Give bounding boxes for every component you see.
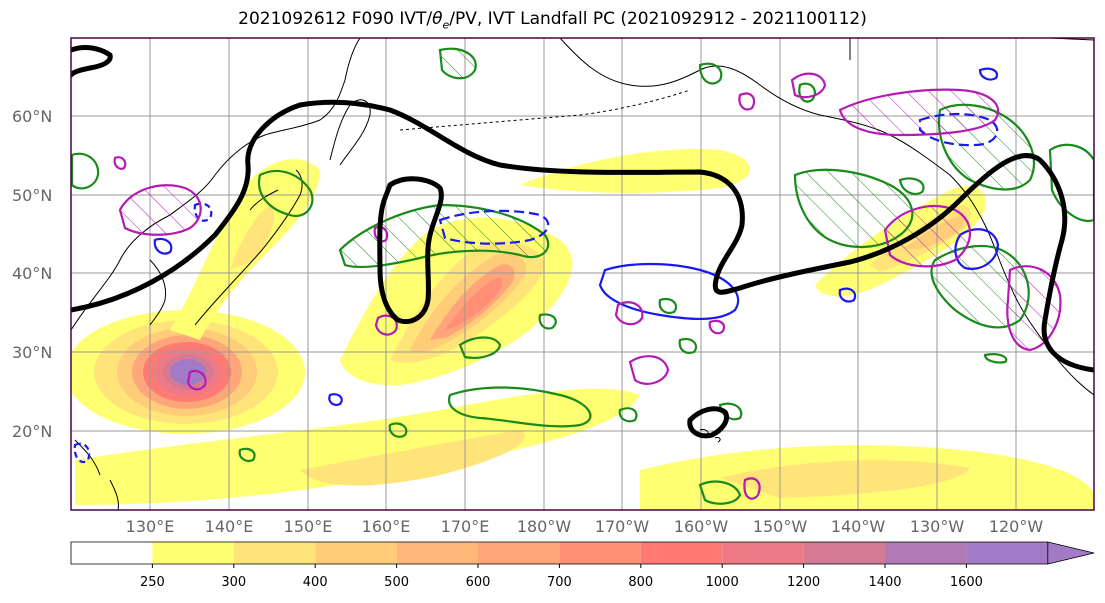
lat-label: 30°N	[12, 343, 52, 362]
lon-label: 130°E	[126, 517, 175, 536]
cb-swatch-4	[396, 542, 478, 564]
cb-tick-label: 500	[384, 575, 409, 590]
cb-tick-label: 1200	[787, 575, 820, 590]
cb-tick-label: 1000	[706, 575, 739, 590]
cb-swatch-1	[152, 542, 234, 564]
cb-tick-label: 700	[547, 575, 572, 590]
lon-label: 160°W	[674, 517, 729, 536]
cb-extend-arrow	[1047, 541, 1095, 565]
cb-swatch-11	[966, 542, 1048, 564]
cb-swatch-0	[71, 542, 153, 564]
black-contours	[71, 45, 1094, 439]
cb-swatch-7	[640, 542, 723, 564]
cb-swatch-6	[559, 542, 641, 564]
lon-label: 180°W	[517, 517, 572, 536]
lon-labels: 130°E 140°E 150°E 160°E 170°E 180°W 170°…	[126, 517, 1044, 536]
lon-label: 130°W	[910, 517, 965, 536]
cb-swatch-8	[722, 542, 804, 564]
lon-label: 140°E	[205, 517, 254, 536]
lon-label: 120°W	[989, 517, 1044, 536]
lat-label: 60°N	[12, 107, 52, 126]
lon-label: 160°E	[362, 517, 411, 536]
colorbar: 250 300 400 500 600 700 800 1000 1200 14…	[70, 541, 1095, 590]
cb-swatch-5	[478, 542, 560, 564]
lon-label: 150°W	[753, 517, 808, 536]
cb-swatch-2	[233, 542, 316, 564]
lon-label: 170°E	[441, 517, 490, 536]
cb-tick-label: 1600	[950, 575, 983, 590]
lon-label: 140°W	[831, 517, 886, 536]
cb-swatch-3	[315, 542, 397, 564]
lat-label: 20°N	[12, 422, 52, 441]
cb-tick-label: 300	[221, 575, 246, 590]
lon-label: 150°E	[284, 517, 333, 536]
map-title: 2021092612 F090 IVT/θe/PV, IVT Landfall …	[238, 9, 867, 32]
magenta-contours	[113, 72, 1062, 500]
lat-label: 50°N	[12, 186, 52, 205]
cb-tick-label: 800	[628, 575, 653, 590]
cb-swatch-10	[885, 542, 967, 564]
cb-swatch-9	[803, 542, 885, 564]
cb-tick-label: 400	[303, 575, 328, 590]
cb-tick-label: 1400	[868, 575, 901, 590]
map-frame	[70, 37, 1095, 511]
lat-label: 40°N	[12, 264, 52, 283]
lon-label: 170°W	[595, 517, 650, 536]
cb-tick-label: 600	[466, 575, 491, 590]
cb-tick-label: 250	[140, 575, 165, 590]
lat-labels: 60°N 50°N 40°N 30°N 20°N	[12, 107, 52, 441]
